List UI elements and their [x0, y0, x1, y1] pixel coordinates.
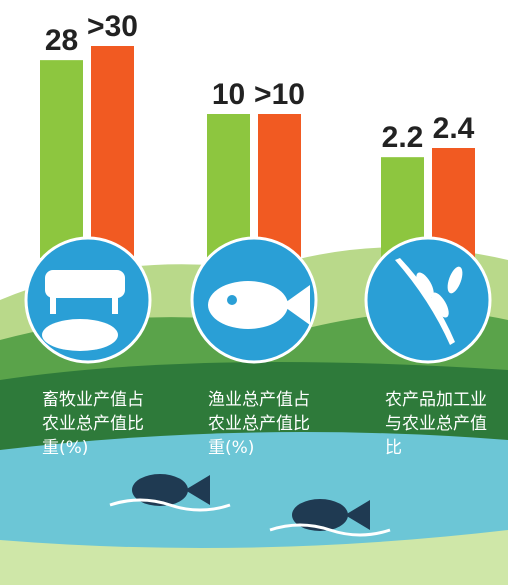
bar	[40, 60, 83, 258]
bar	[91, 46, 134, 258]
value-label: 2.4	[433, 112, 475, 145]
value-label: >30	[87, 10, 138, 43]
infographic: 28 >30 10 >10 2.2 2.4 畜牧业产值占农业总产值比重(%) 渔业总产值占…	[0, 0, 508, 585]
category-label: 农产品加工业与农业总产值比	[385, 388, 495, 460]
value-label: 10	[212, 78, 245, 111]
value-label: 28	[45, 24, 78, 57]
chart: 28 >30 10 >10 2.2 2.4	[0, 0, 508, 585]
bar	[258, 114, 301, 258]
icon-circles	[26, 238, 490, 362]
category-label: 渔业总产值占农业总产值比重(%)	[208, 388, 318, 460]
value-label: >10	[254, 78, 305, 111]
category-label: 畜牧业产值占农业总产值比重(%)	[42, 388, 152, 460]
value-label: 2.2	[382, 121, 424, 154]
bar	[207, 114, 250, 258]
